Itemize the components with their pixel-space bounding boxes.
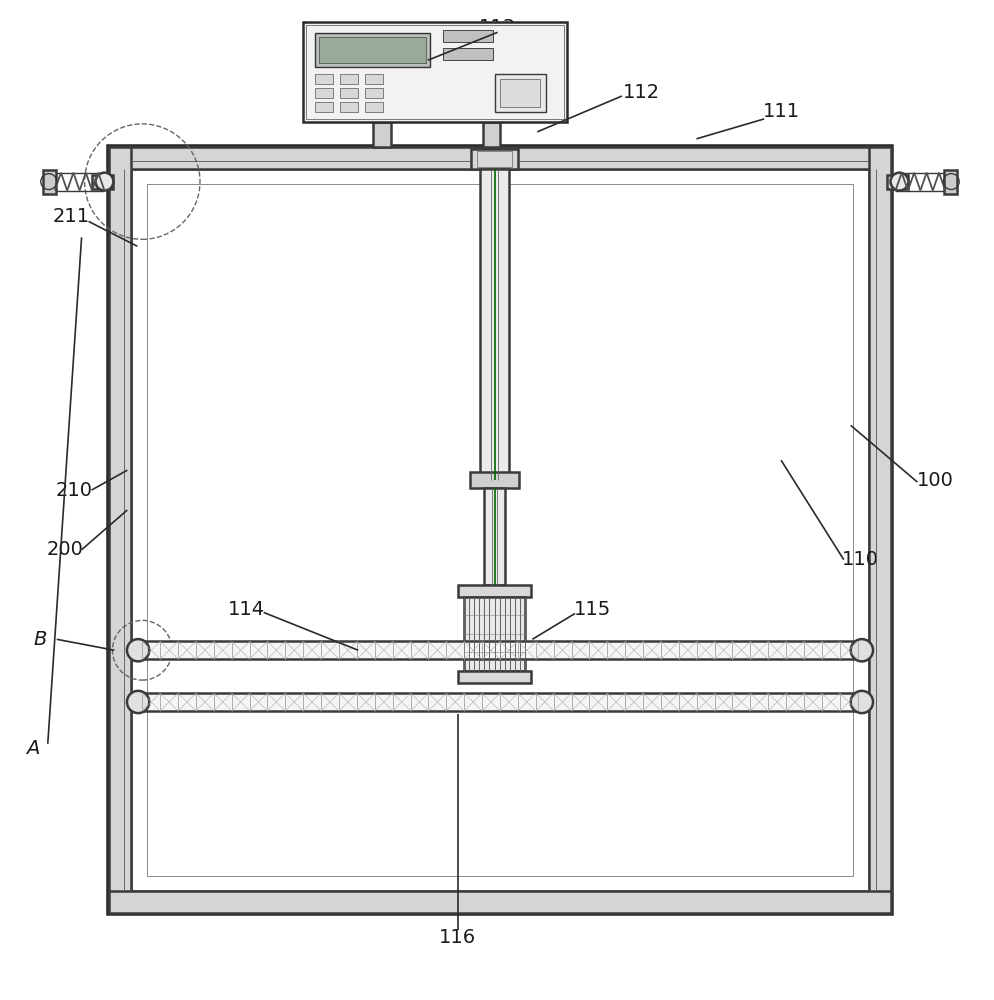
Bar xyxy=(868,147,890,913)
Bar xyxy=(476,151,512,167)
Bar xyxy=(853,643,864,657)
Circle shape xyxy=(890,173,908,191)
Bar xyxy=(135,695,146,709)
Circle shape xyxy=(127,639,149,661)
Bar xyxy=(43,170,56,194)
Bar xyxy=(109,147,131,913)
Bar xyxy=(943,170,956,194)
Bar xyxy=(494,74,546,112)
Circle shape xyxy=(850,691,872,713)
Text: A: A xyxy=(26,739,40,758)
Bar xyxy=(315,102,333,112)
Bar xyxy=(365,74,383,84)
Bar xyxy=(482,122,500,147)
Bar xyxy=(135,643,146,657)
Bar xyxy=(142,641,857,659)
Bar xyxy=(146,184,853,876)
Text: B: B xyxy=(33,630,47,649)
Bar xyxy=(315,74,333,84)
Bar xyxy=(463,597,525,671)
Text: 115: 115 xyxy=(573,600,610,619)
Circle shape xyxy=(127,691,149,713)
Bar xyxy=(479,169,509,480)
Bar xyxy=(109,891,890,913)
Text: 116: 116 xyxy=(438,928,476,947)
Bar xyxy=(340,102,358,112)
Circle shape xyxy=(850,639,872,661)
Bar xyxy=(340,74,358,84)
Bar xyxy=(306,25,564,119)
Bar xyxy=(457,671,531,683)
Text: 110: 110 xyxy=(841,550,879,569)
Bar xyxy=(131,169,868,891)
Bar xyxy=(483,488,505,585)
Bar xyxy=(303,22,567,122)
Bar xyxy=(853,695,864,709)
Bar xyxy=(340,88,358,98)
Bar xyxy=(315,33,429,67)
Text: 211: 211 xyxy=(53,207,90,226)
Bar xyxy=(373,122,391,147)
Bar xyxy=(365,88,383,98)
Text: 200: 200 xyxy=(46,540,83,559)
Bar xyxy=(142,693,857,711)
Bar xyxy=(500,79,540,107)
Text: 100: 100 xyxy=(915,471,953,490)
Text: 112: 112 xyxy=(622,83,660,102)
Bar xyxy=(315,88,333,98)
Bar xyxy=(442,30,492,42)
Text: 113: 113 xyxy=(478,18,516,37)
Bar xyxy=(442,48,492,60)
Bar xyxy=(365,102,383,112)
Bar xyxy=(457,585,531,597)
Circle shape xyxy=(95,173,113,191)
Text: 111: 111 xyxy=(761,102,799,121)
Bar xyxy=(109,147,890,913)
Bar xyxy=(470,149,518,169)
Text: 210: 210 xyxy=(56,481,93,500)
Bar xyxy=(469,472,519,488)
Text: 114: 114 xyxy=(228,600,265,619)
Bar xyxy=(91,175,113,189)
Bar xyxy=(319,37,425,63)
Bar xyxy=(109,147,890,169)
Bar xyxy=(886,175,908,189)
